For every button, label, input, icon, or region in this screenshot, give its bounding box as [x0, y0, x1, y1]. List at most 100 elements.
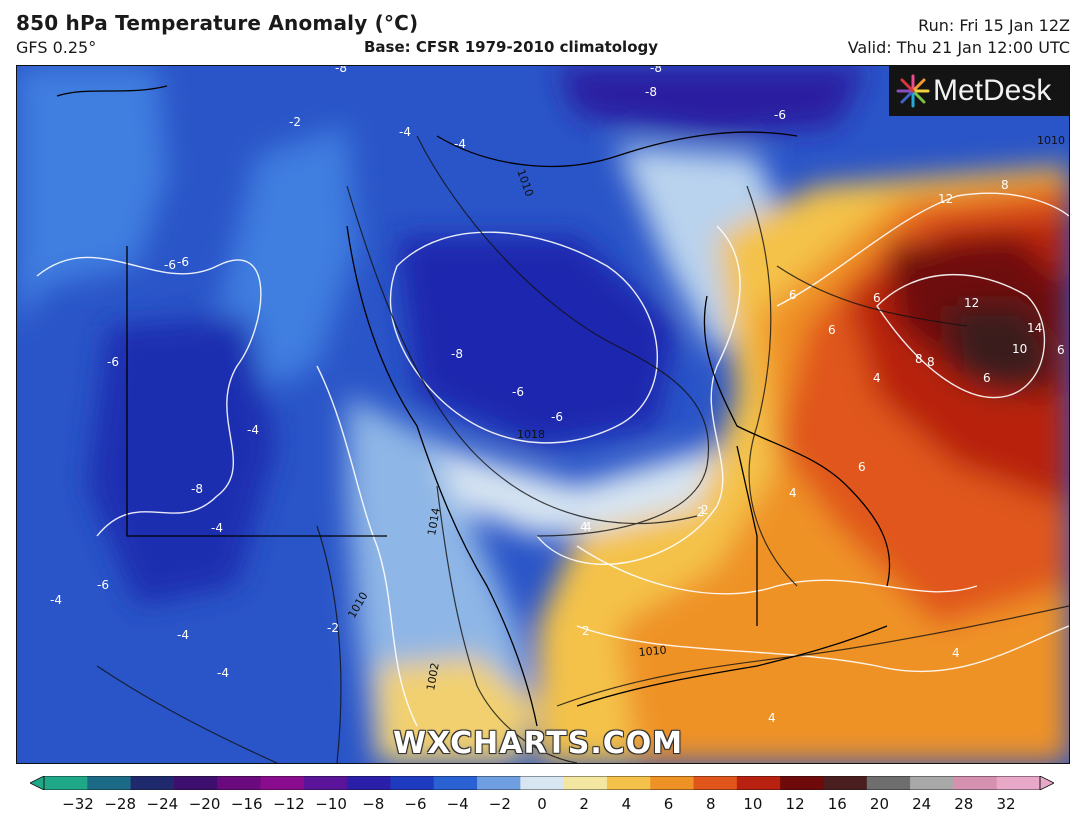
valid-time: Valid: Thu 21 Jan 12:00 UTC [847, 38, 1070, 57]
temperature-contour-label: -8 [451, 347, 463, 361]
temperature-contour-label: 4 [580, 520, 588, 534]
model-name: GFS 0.25° [16, 38, 97, 57]
colorbar-swatch [910, 776, 954, 790]
colorbar-swatch [260, 776, 305, 790]
colorbar-tick: 16 [827, 795, 847, 813]
temperature-contour-label: -6 [97, 578, 109, 592]
temperature-field: -6-8-8-8-6-2-4-4-6-6-8-6-6-4-8-4-6-4-4-4… [17, 66, 1069, 763]
colorbar-swatch [953, 776, 998, 790]
chart-title: 850 hPa Temperature Anomaly (°C) [16, 11, 419, 35]
colorbar-tick: −32 [62, 795, 94, 813]
colorbar-tick: −4 [446, 795, 469, 813]
colorbar-swatch [130, 776, 175, 790]
chart-header: 850 hPa Temperature Anomaly (°C) GFS 0.2… [0, 0, 1084, 64]
temperature-contour-label: -4 [50, 593, 62, 607]
temperature-contour-label: 4 [952, 646, 960, 660]
metdesk-logo: MetDesk [889, 66, 1069, 116]
temperature-contour-label: -4 [211, 521, 223, 535]
colorbar-tick: 12 [785, 795, 805, 813]
colorbar-swatch [606, 776, 651, 790]
colorbar-tick: 8 [705, 795, 716, 813]
temperature-contour-label: -4 [454, 137, 466, 151]
temperature-contour-label: 6 [873, 291, 881, 305]
temperature-contour-label: -6 [551, 410, 563, 424]
colorbar-tick: −8 [362, 795, 385, 813]
colorbar-swatch [303, 776, 348, 790]
colorbar-tick: 20 [869, 795, 889, 813]
temperature-contour-label: -6 [107, 355, 119, 369]
colorbar-max-arrow [1039, 776, 1054, 790]
logo-text: MetDesk [933, 74, 1052, 107]
temperature-contour-label: 2 [697, 505, 705, 519]
colorbar-swatch [780, 776, 825, 790]
colorbar-min-arrow [30, 776, 45, 790]
colorbar-tick: −24 [146, 795, 179, 813]
temperature-contour-label: -8 [191, 482, 203, 496]
pressure-isobar-label: 1002 [424, 662, 442, 692]
temperature-contour-label: 4 [584, 520, 592, 534]
colorbar-tick: −12 [273, 795, 305, 813]
colorbar [30, 776, 1054, 790]
temperature-contour-label: 4 [768, 711, 776, 725]
colorbar-swatch [44, 776, 88, 790]
sunburst-icon [896, 74, 930, 108]
temperature-contour-label: 14 [1027, 321, 1042, 335]
colorbar-tick: −6 [404, 795, 427, 813]
colorbar-swatch [87, 776, 132, 790]
colorbar-tick: 0 [537, 795, 547, 813]
temperature-contour-label: -8 [335, 66, 347, 75]
colorbar-tick: 6 [663, 795, 674, 813]
temperature-contour-label: 8 [927, 355, 935, 369]
temperature-contour-label: -8 [650, 66, 662, 75]
colorbar-tick: 32 [996, 795, 1016, 813]
colorbar-swatch [866, 776, 911, 790]
colorbar-tick: 2 [579, 795, 589, 813]
colorbar-swatch [173, 776, 218, 790]
temperature-contour-label: 4 [873, 371, 881, 385]
colorbar-swatch [823, 776, 868, 790]
colorbar-swatch [650, 776, 695, 790]
climatology-base: Base: CFSR 1979-2010 climatology [364, 38, 659, 56]
colorbar-outline [43, 776, 1041, 790]
colorbar-swatch [390, 776, 435, 790]
colorbar-tick: 10 [743, 795, 763, 813]
pressure-isobar-label: 1010 [638, 644, 667, 659]
pressure-isobar-label: 1010 [1037, 134, 1065, 147]
temperature-contour-label: -6 [512, 385, 524, 399]
anomaly-map: -6 -8 -8 -8 -6 -2 -4 -4 -6 -6 -8 -6 -6 -4 -8 -4 -6 -4 -4 -4… [16, 65, 1070, 764]
colorbar-tick: −10 [315, 795, 347, 813]
run-time: Run: Fri 15 Jan 12Z [918, 16, 1070, 35]
colorbar-tick: 4 [621, 795, 632, 813]
colorbar-swatch [520, 776, 565, 790]
colorbar-swatch [433, 776, 478, 790]
temperature-contour-label: -6 [177, 255, 189, 269]
temperature-contour-label: 6 [983, 371, 991, 385]
colorbar-swatch [477, 776, 521, 790]
temperature-contour-label: 10 [1012, 342, 1027, 356]
temperature-contour-label: 12 [938, 192, 953, 206]
colorbar-swatch [347, 776, 392, 790]
temperature-contour-label: 4 [789, 486, 797, 500]
colorbar-swatch [736, 776, 781, 790]
temperature-contour-label: -4 [217, 666, 229, 680]
temperature-contour-label: 2 [582, 624, 590, 638]
temperature-contour-label: 6 [828, 323, 836, 337]
colorbar-swatch [217, 776, 262, 790]
temperature-contour-label: 2 [701, 503, 709, 517]
temperature-contour-label: -4 [177, 628, 189, 642]
colorbar-tick: 28 [954, 795, 974, 813]
wxcharts-watermark: WXCHARTS.COM [393, 726, 684, 761]
temperature-contour-label: 8 [1001, 178, 1009, 192]
temperature-contour-label: -6 [164, 258, 176, 272]
colorbar-tick-labels: −32 −28 −24 −20 −16 −12 −10 −8 −6 −4 −2 0 2 4 6 8 10 12 16… [0, 795, 1084, 819]
temperature-contour-label: -2 [327, 621, 339, 635]
temperature-contour-label: 6 [789, 288, 797, 302]
temperature-contour-label: 6 [858, 460, 866, 474]
temperature-contour-label: -6 [774, 108, 786, 122]
temperature-contour-label: -4 [247, 423, 259, 437]
colorbar-swatch [563, 776, 608, 790]
colorbar-swatch [693, 776, 738, 790]
colorbar-tick: −28 [104, 795, 136, 813]
pressure-isobar-label: 1018 [517, 428, 545, 441]
colorbar-swatch [996, 776, 1041, 790]
